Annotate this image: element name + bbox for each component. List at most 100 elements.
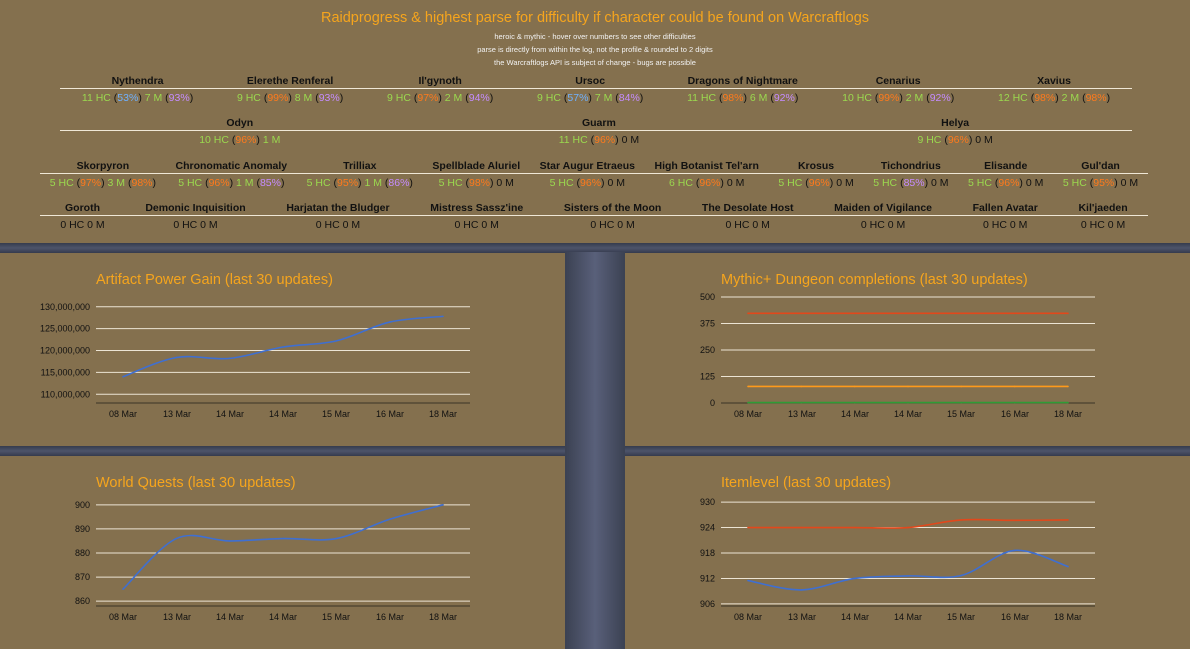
data-point	[1013, 312, 1016, 315]
heroic-kills[interactable]: 5 HC	[306, 177, 331, 189]
parse-percent: 99%	[267, 92, 289, 104]
mythic-kills[interactable]: 0 M	[496, 177, 514, 189]
heroic-kills[interactable]: 0 HC	[983, 219, 1007, 231]
boss-name: Sisters of the Moon	[563, 202, 662, 214]
heroic-kills[interactable]: 5 HC	[1062, 177, 1087, 189]
boss-name: Chronomatic Anomaly	[175, 160, 288, 172]
y-tick-label: 375	[700, 319, 715, 329]
mythic-kills[interactable]: 0 M	[1107, 219, 1126, 231]
y-tick-label: 906	[700, 599, 715, 609]
heroic-kills[interactable]: 10 HC	[199, 134, 229, 146]
boss-entry: Sisters of the Moon 0 HC 0 M	[564, 201, 661, 232]
data-point	[907, 575, 909, 577]
data-point	[853, 385, 856, 388]
parse-percent: 97%	[417, 92, 439, 104]
boss-name: The Desolate Host	[701, 202, 794, 214]
parse-percent: 57%	[567, 92, 589, 104]
heroic-kills[interactable]: 5 HC	[178, 177, 203, 189]
boss-name: Fallen Avatar	[972, 202, 1038, 214]
x-tick-label: 14 Mar	[894, 409, 922, 419]
heroic-kills[interactable]: 11 HC	[81, 92, 111, 104]
mythic-kills[interactable]: 2 M	[444, 92, 463, 104]
mythic-kills[interactable]: 0 M	[621, 134, 640, 146]
heroic-kills[interactable]: 5 HC	[438, 177, 463, 189]
heroic-kills[interactable]: 10 HC	[842, 92, 872, 104]
parse-percent: 99%	[878, 92, 900, 104]
mythic-kills[interactable]: 0 M	[617, 219, 635, 231]
data-point	[228, 540, 231, 542]
raid-row-divider	[60, 88, 1132, 89]
mythic-kills[interactable]: 2 M	[1061, 92, 1080, 104]
heroic-kills[interactable]: 9 HC	[917, 134, 942, 146]
boss-progress: 5 HC (95%) 1 M (86%)	[306, 177, 413, 189]
boss-entry: Krosus 5 HC (96%) 0 M	[778, 159, 853, 190]
mythic-kills[interactable]: 0 M	[975, 134, 993, 146]
mythic-kills[interactable]: 7 M	[594, 92, 613, 104]
heroic-kills[interactable]: 0 HC	[454, 219, 479, 231]
heroic-kills[interactable]: 5 HC	[49, 177, 74, 189]
data-point	[907, 526, 909, 529]
mythic-kills[interactable]: 0 M	[931, 177, 949, 189]
heroic-kills[interactable]: 0 HC	[315, 219, 340, 231]
heroic-kills[interactable]: 11 HC	[558, 134, 588, 146]
x-tick-label: 18 Mar	[429, 612, 457, 622]
raid-progress-panel: Raidprogress & highest parse for difficu…	[0, 0, 1190, 243]
mythic-kills[interactable]: 3 M	[107, 177, 126, 189]
boss-name: Mistress Sassz'ine	[430, 202, 524, 214]
x-tick-label: 14 Mar	[269, 612, 297, 622]
mythic-kills[interactable]: 0 M	[1025, 177, 1044, 189]
mythic-kills[interactable]: 0 M	[200, 219, 218, 231]
heroic-kills[interactable]: 12 HC	[998, 92, 1028, 104]
heroic-kills[interactable]: 9 HC	[236, 92, 261, 104]
heroic-kills[interactable]: 5 HC	[778, 177, 803, 189]
heroic-kills[interactable]: 5 HC	[873, 177, 898, 189]
heroic-kills[interactable]: 5 HC	[968, 177, 992, 189]
mythic-kills[interactable]: 0 M	[726, 177, 745, 189]
boss-progress: 0 HC 0 M	[1078, 218, 1127, 232]
mythic-kills[interactable]: 0 M	[607, 177, 625, 189]
heroic-kills[interactable]: 0 HC	[590, 219, 615, 231]
heroic-kills[interactable]: 0 HC	[1080, 219, 1105, 231]
heroic-kills[interactable]: 0 HC	[173, 219, 198, 231]
parse-percent: 93%	[168, 92, 190, 104]
mythic-kills[interactable]: 6 M	[749, 92, 768, 104]
heroic-kills[interactable]: 0 HC	[60, 219, 85, 231]
data-point	[800, 526, 803, 529]
heroic-kills[interactable]: 6 HC	[669, 177, 693, 189]
boss-name: Tichondrius	[880, 160, 941, 172]
heroic-kills[interactable]: 9 HC	[537, 92, 561, 104]
y-tick-label: 912	[700, 573, 715, 583]
y-tick-label: 900	[75, 500, 90, 510]
mythic-kills[interactable]: 8 M	[294, 92, 313, 104]
parse-percent: 96%	[580, 177, 602, 189]
data-point	[122, 588, 124, 590]
mythic-kills[interactable]: 2 M	[905, 92, 924, 104]
heroic-kills[interactable]: 9 HC	[387, 92, 411, 104]
data-point	[800, 312, 803, 315]
mythic-kills[interactable]: 0 M	[342, 219, 361, 231]
boss-entry: Odyn 10 HC (96%) 1 M	[199, 116, 280, 147]
boss-entry: Mistress Sassz'ine 0 HC 0 M	[430, 201, 523, 232]
mythic-kills[interactable]: 0 M	[1120, 177, 1139, 189]
mythic-kills[interactable]: 1 M	[262, 134, 281, 146]
mythic-kills[interactable]: 0 M	[87, 219, 105, 231]
mythic-kills[interactable]: 1 M	[364, 177, 382, 189]
y-tick-label: 500	[700, 292, 715, 302]
boss-entry: Tichondrius 5 HC (85%) 0 M	[873, 159, 948, 190]
mythic-kills[interactable]: 1 M	[236, 177, 254, 189]
mythic-kills[interactable]: 0 M	[836, 177, 854, 189]
mythic-kills[interactable]: 7 M	[144, 92, 163, 104]
mythic-kills[interactable]: 0 M	[887, 219, 906, 231]
x-tick-label: 08 Mar	[109, 612, 137, 622]
mythic-kills[interactable]: 0 M	[481, 219, 499, 231]
x-tick-label: 14 Mar	[269, 409, 297, 419]
heroic-kills[interactable]: 5 HC	[549, 177, 574, 189]
data-point	[1013, 401, 1016, 404]
boss-name: Xavius	[1037, 75, 1071, 87]
mythic-kills[interactable]: 0 M	[1009, 219, 1028, 231]
mythic-kills[interactable]: 0 M	[752, 219, 770, 231]
heroic-kills[interactable]: 11 HC	[687, 92, 717, 104]
heroic-kills[interactable]: 0 HC	[860, 219, 885, 231]
heroic-kills[interactable]: 0 HC	[725, 219, 750, 231]
x-tick-label: 14 Mar	[216, 612, 244, 622]
